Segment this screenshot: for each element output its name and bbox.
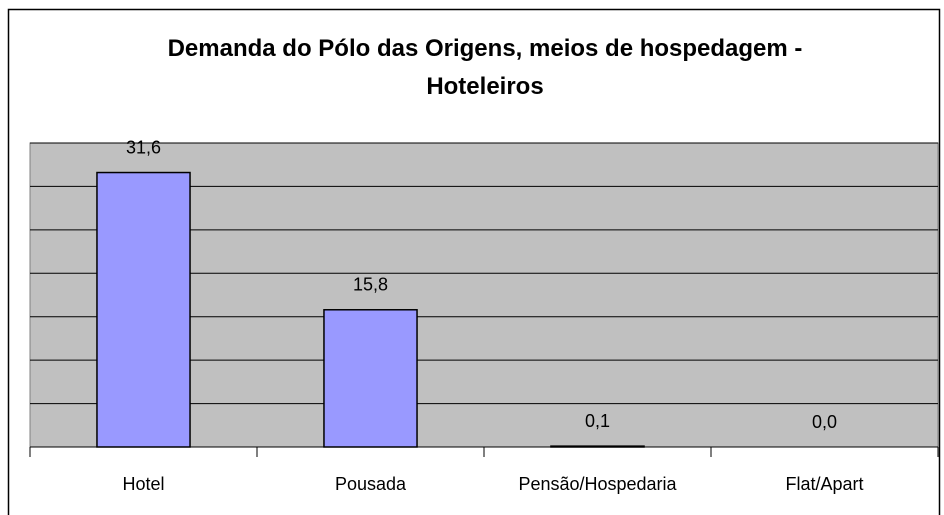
bar bbox=[550, 445, 645, 448]
data-label: 0,1 bbox=[585, 411, 610, 431]
chart-title: Demanda do Pólo das Origens, meios de ho… bbox=[167, 35, 803, 100]
data-label: 0,0 bbox=[812, 412, 837, 432]
bar bbox=[323, 309, 418, 448]
bar bbox=[96, 171, 191, 448]
data-label: 31,6 bbox=[126, 137, 161, 157]
x-tick-label: Hotel bbox=[122, 474, 164, 494]
x-tick-label: Pensão/Hospedaria bbox=[518, 474, 677, 494]
x-tick-label: Flat/Apart bbox=[785, 474, 863, 494]
x-tick-label: Pousada bbox=[335, 474, 407, 494]
data-label: 15,8 bbox=[353, 275, 388, 295]
